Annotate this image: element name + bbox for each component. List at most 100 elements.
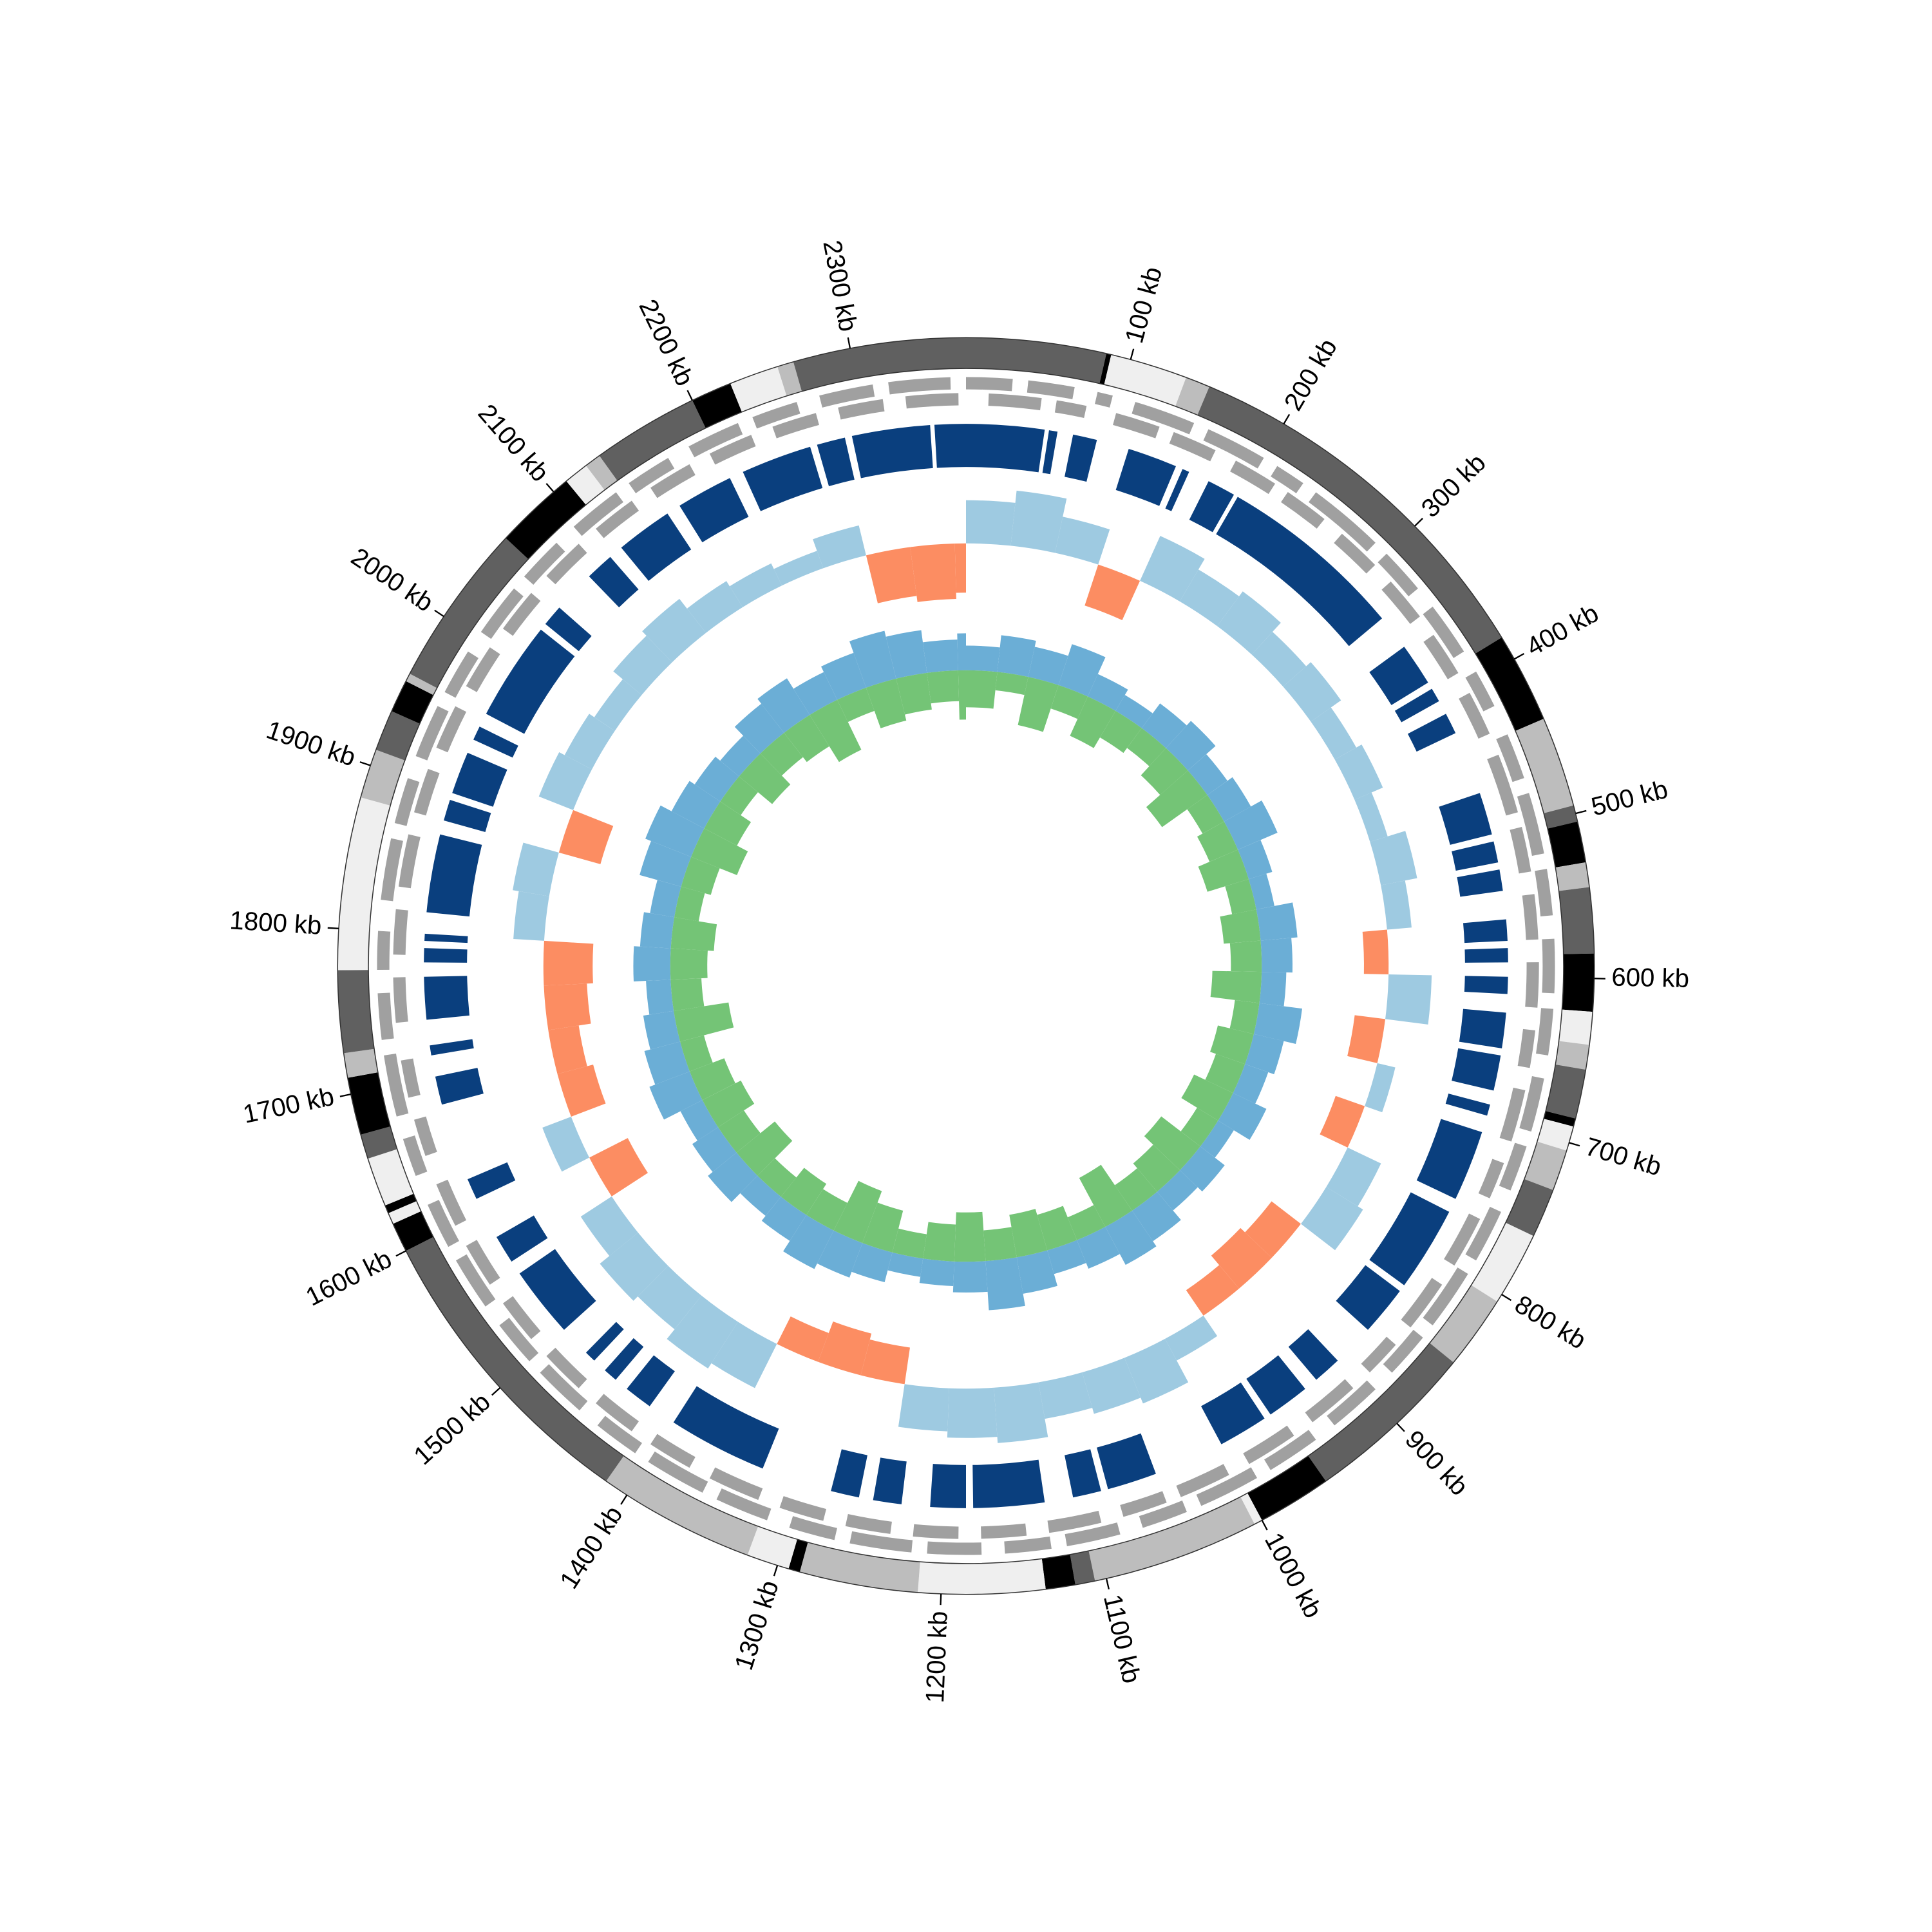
gene-reverse xyxy=(1517,1028,1536,1068)
skew-bar xyxy=(720,776,758,815)
gene-reverse xyxy=(1230,460,1276,495)
skew-bar xyxy=(1146,770,1208,828)
gc-bar xyxy=(564,714,615,770)
gene-forward xyxy=(966,377,1013,392)
tick-label: 1300 kb xyxy=(729,1577,784,1674)
skew-bar xyxy=(1256,902,1298,941)
feature-block xyxy=(1115,448,1177,506)
skew-bar xyxy=(833,1180,882,1244)
skew-bar xyxy=(806,1189,848,1231)
skew-bar xyxy=(922,639,958,673)
skew-bar xyxy=(1187,795,1224,834)
feature-block xyxy=(424,933,468,943)
skew-bar xyxy=(1229,940,1262,972)
gc-bar xyxy=(589,1138,648,1197)
gene-forward xyxy=(1271,466,1303,493)
gene-reverse xyxy=(546,544,587,585)
band xyxy=(599,400,706,481)
tick-mark xyxy=(773,1565,779,1577)
feature-block xyxy=(435,1068,484,1105)
tick-label: 2000 kb xyxy=(346,542,439,618)
feature-block xyxy=(934,424,966,468)
skew-bar xyxy=(927,670,960,704)
gene-forward xyxy=(1139,1501,1187,1528)
gene-forward xyxy=(1542,938,1555,994)
skew-bar xyxy=(694,756,739,802)
band xyxy=(1546,1065,1586,1119)
skew-bar xyxy=(1181,1074,1233,1121)
skew-bar xyxy=(892,1228,927,1259)
tick-mark xyxy=(395,1250,406,1257)
gc-bar xyxy=(538,752,592,810)
skew-bar xyxy=(995,672,1028,696)
skew-bar xyxy=(1067,1205,1106,1240)
feature-block xyxy=(1416,1119,1482,1199)
tick-mark xyxy=(1569,1142,1580,1147)
band xyxy=(361,750,405,806)
feature-block xyxy=(452,752,507,807)
feature-block xyxy=(1445,1094,1490,1116)
band xyxy=(1558,887,1595,954)
gene-forward xyxy=(1196,1467,1258,1506)
gene-reverse xyxy=(596,1394,639,1432)
band xyxy=(1505,1179,1553,1236)
gene-forward xyxy=(1095,392,1113,408)
band xyxy=(1524,1141,1567,1190)
tick-mark xyxy=(1261,1520,1268,1531)
gene-reverse xyxy=(401,1058,421,1098)
gene-reverse xyxy=(436,1179,467,1226)
tick-label: 800 kb xyxy=(1510,1289,1591,1354)
band xyxy=(1041,1554,1075,1589)
skew-bar xyxy=(708,1152,758,1202)
feature-block xyxy=(545,607,592,652)
skew-bar xyxy=(633,946,671,981)
skew-bar xyxy=(837,687,875,723)
feature-block xyxy=(1065,434,1097,482)
tick-label: 2200 kb xyxy=(633,295,699,390)
gene-forward xyxy=(819,384,875,408)
gene-forward xyxy=(789,1516,837,1540)
band xyxy=(777,361,802,396)
gc-bar xyxy=(1320,1095,1365,1148)
feature-block xyxy=(1463,919,1508,943)
gc-bar xyxy=(1211,1227,1272,1289)
feature-block xyxy=(851,425,933,478)
gc-bar xyxy=(866,547,917,603)
tick-mark xyxy=(620,1494,628,1505)
gc-bar xyxy=(1251,632,1307,687)
feature-block xyxy=(930,1464,966,1508)
gc-bar xyxy=(557,1065,606,1117)
gene-reverse xyxy=(981,1523,1027,1539)
gc-bar xyxy=(947,1387,998,1438)
gene-reverse xyxy=(1113,413,1160,439)
band xyxy=(730,366,787,412)
skew-bar xyxy=(887,1252,923,1277)
gene-forward xyxy=(1517,793,1544,856)
tick-label: 1400 kb xyxy=(554,1501,629,1594)
skew-bar xyxy=(689,1058,735,1101)
gene-forward xyxy=(524,542,565,585)
gene-forward xyxy=(480,588,524,639)
skew-bar xyxy=(781,1168,827,1215)
band xyxy=(1555,862,1590,891)
feature-block xyxy=(473,726,518,758)
skew-bar xyxy=(702,1080,755,1128)
gc-bar xyxy=(1165,1315,1218,1361)
gc-bar xyxy=(730,563,782,607)
gene-forward xyxy=(1423,1267,1468,1325)
feature-block xyxy=(589,556,639,608)
gc-bar xyxy=(777,1316,829,1362)
band xyxy=(337,797,391,971)
skew-bar xyxy=(680,1100,719,1141)
skew-bar xyxy=(1127,728,1166,766)
gc-bar xyxy=(543,940,594,986)
band xyxy=(506,481,586,560)
skew-bar xyxy=(958,670,966,720)
gene-forward xyxy=(394,778,420,826)
tick-mark xyxy=(1283,413,1291,424)
gc-bar xyxy=(1038,1372,1093,1419)
gene-reverse xyxy=(1525,962,1539,1008)
band xyxy=(1537,1119,1574,1151)
skew-bar xyxy=(1253,1003,1302,1044)
gene-forward xyxy=(1383,1329,1423,1373)
